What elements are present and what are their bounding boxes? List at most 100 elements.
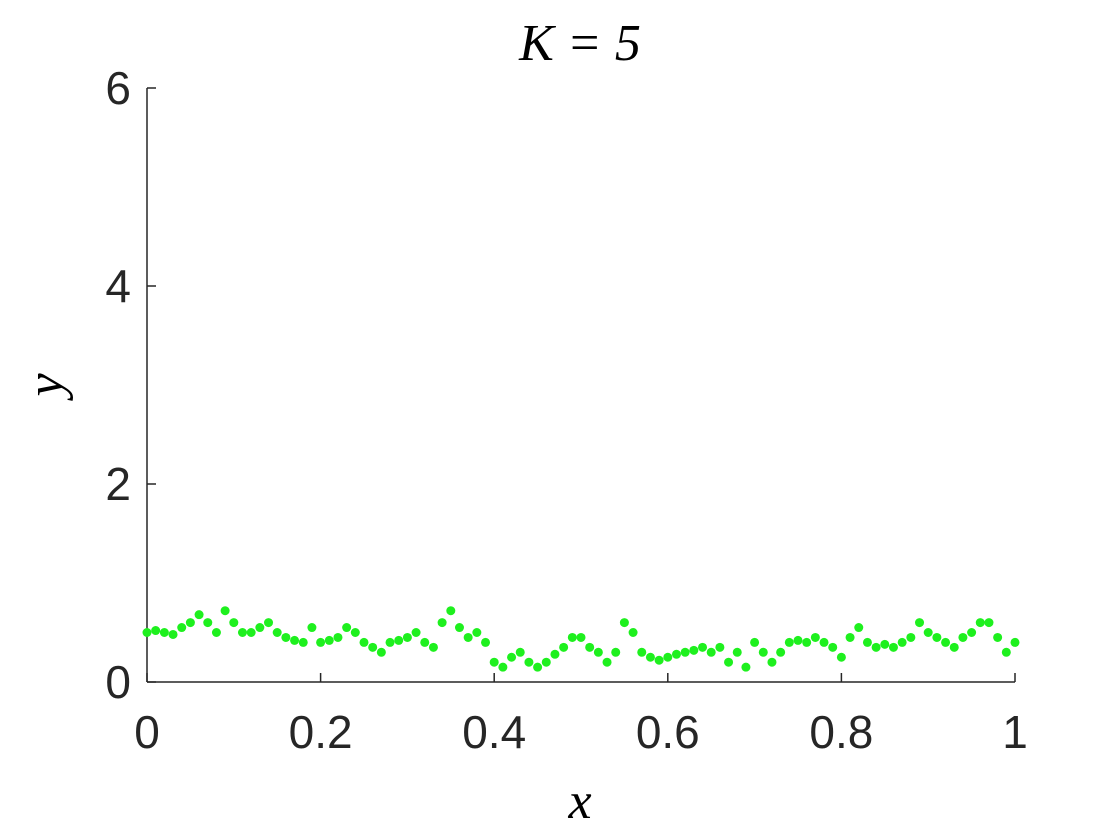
point (368, 642, 378, 652)
point (316, 637, 326, 647)
x-tick-label: 0.6 (636, 706, 700, 758)
point (975, 618, 985, 628)
point (880, 639, 890, 649)
point (515, 647, 525, 657)
point (446, 606, 456, 616)
point (967, 628, 977, 637)
y-tick-label: 6 (105, 62, 131, 114)
x-tick-label: 0.8 (809, 706, 873, 758)
point (541, 657, 551, 667)
point (411, 628, 421, 637)
point (481, 637, 491, 647)
point (593, 647, 603, 657)
point (264, 618, 274, 628)
x-tick-label: 0.2 (289, 706, 353, 758)
point (229, 618, 239, 628)
point (802, 637, 812, 647)
point (550, 649, 560, 659)
point (758, 647, 768, 657)
point (559, 642, 569, 652)
point (168, 629, 178, 639)
point (897, 637, 907, 647)
point (836, 652, 846, 662)
point (611, 647, 621, 657)
point (533, 662, 543, 672)
point (689, 645, 699, 655)
point (750, 637, 760, 647)
point (290, 635, 300, 645)
point (394, 635, 404, 645)
point (350, 628, 360, 637)
point (255, 623, 265, 633)
y-tick-label: 2 (105, 458, 131, 510)
x-tick-label: 0.4 (462, 706, 526, 758)
point (428, 642, 438, 652)
point (194, 610, 204, 620)
point (984, 618, 994, 628)
x-axis-label: x (567, 773, 591, 830)
point (281, 632, 291, 642)
point (862, 637, 872, 647)
point (359, 637, 369, 647)
point (342, 623, 352, 633)
point (680, 647, 690, 657)
point (906, 632, 916, 642)
point (628, 628, 638, 637)
point (915, 618, 925, 628)
point (671, 649, 681, 659)
point (654, 655, 664, 665)
point (177, 623, 187, 633)
point (993, 632, 1003, 642)
point (637, 647, 647, 657)
point (576, 632, 586, 642)
point (932, 632, 942, 642)
point (819, 637, 829, 647)
y-tick-label: 0 (105, 656, 131, 708)
point (941, 637, 951, 647)
point (272, 628, 282, 637)
point (203, 618, 213, 628)
point (142, 628, 152, 637)
point (793, 635, 803, 645)
point (463, 632, 473, 642)
point (845, 632, 855, 642)
point (958, 632, 968, 642)
point (567, 632, 577, 642)
point (776, 647, 786, 657)
point (298, 637, 308, 647)
point (663, 652, 673, 662)
point (185, 618, 195, 628)
point (307, 623, 317, 633)
point (489, 657, 499, 667)
point (220, 606, 230, 616)
point (741, 662, 751, 672)
point (333, 632, 343, 642)
point (732, 647, 742, 657)
point (454, 623, 464, 633)
chart-title: K = 5 (518, 15, 641, 72)
point (715, 642, 725, 652)
point (585, 642, 595, 652)
point (1010, 637, 1020, 647)
point (854, 623, 864, 633)
point (706, 647, 716, 657)
point (923, 628, 933, 637)
point (949, 642, 959, 652)
point (402, 632, 412, 642)
point (437, 618, 447, 628)
y-axis-label: y (17, 373, 74, 402)
point (767, 657, 777, 667)
point (246, 628, 256, 637)
point (507, 652, 517, 662)
point (420, 637, 430, 647)
point (871, 642, 881, 652)
point (1001, 647, 1011, 657)
point (376, 647, 386, 657)
point (602, 657, 612, 667)
point (324, 635, 334, 645)
x-tick-label: 0 (134, 706, 160, 758)
point (472, 628, 482, 637)
point (524, 657, 534, 667)
point (498, 662, 508, 672)
